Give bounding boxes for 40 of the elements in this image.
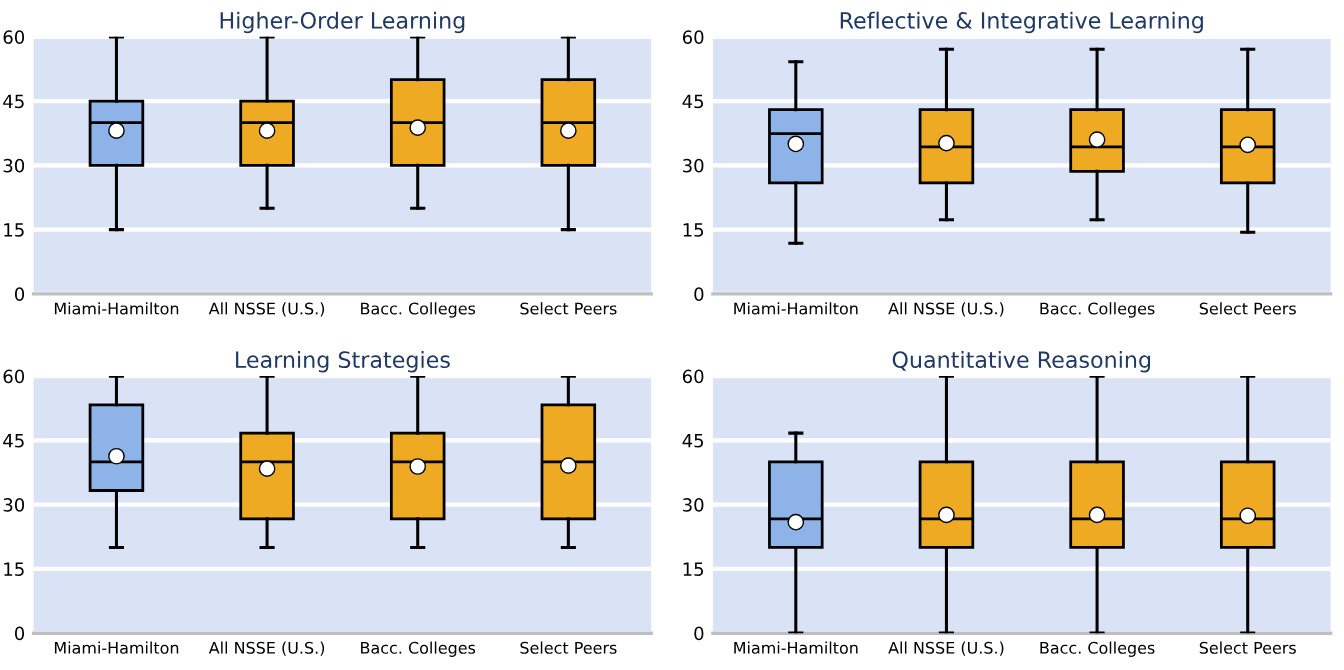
y-tick-label: 30 <box>683 498 704 512</box>
y-tick-label: 60 <box>682 30 704 44</box>
chart-title: Reflective & Integrative Learning <box>840 11 1203 34</box>
y-tick-label: 45 <box>3 94 24 109</box>
x-tick-label: Miami-Hamilton <box>734 302 858 315</box>
x-tick-label: Miami-Hamilton <box>734 641 858 654</box>
x-tick-label: All NSSE (U.S.) <box>888 641 1004 656</box>
x-tick-label: Bacc. Colleges <box>1040 302 1155 318</box>
y-tick-label: 60 <box>3 30 25 44</box>
chart-title: Higher-Order Learning <box>220 11 465 34</box>
x-tick-label: Miami-Hamilton <box>54 641 179 654</box>
y-tick-label: 0 <box>694 287 704 301</box>
y-tick-label: 60 <box>682 369 704 384</box>
y-tick-label: 30 <box>683 158 704 173</box>
chart-title: Learning Strategies <box>236 350 450 373</box>
y-tick-label: 60 <box>3 369 25 384</box>
x-tick-label: Select Peers <box>520 302 617 315</box>
y-tick-label: 15 <box>4 223 24 237</box>
y-tick-label: 15 <box>4 562 24 577</box>
y-tick-label: 45 <box>3 434 24 448</box>
x-tick-label: All NSSE (U.S.) <box>208 302 325 317</box>
x-tick-label: Miami-Hamilton <box>54 302 179 315</box>
x-tick-label: Bacc. Colleges <box>361 302 476 318</box>
x-tick-label: Bacc. Colleges <box>361 641 476 657</box>
x-tick-label: All NSSE (U.S.) <box>208 641 325 656</box>
x-tick-label: All NSSE (U.S.) <box>888 302 1004 317</box>
y-tick-label: 30 <box>3 498 25 512</box>
y-tick-label: 0 <box>14 626 25 641</box>
y-tick-label: 15 <box>683 562 704 577</box>
y-tick-label: 15 <box>683 223 704 237</box>
x-tick-label: Select Peers <box>1199 302 1296 315</box>
x-tick-label: Bacc. Colleges <box>1040 641 1155 657</box>
y-tick-label: 30 <box>3 158 25 173</box>
x-tick-label: Select Peers <box>520 641 617 654</box>
y-tick-label: 45 <box>682 94 704 109</box>
y-tick-label: 0 <box>14 287 25 301</box>
chart-title: Quantitative Reasoning <box>892 350 1151 373</box>
y-tick-label: 0 <box>694 626 704 641</box>
y-tick-label: 45 <box>682 434 704 448</box>
x-tick-label: Select Peers <box>1199 641 1296 654</box>
